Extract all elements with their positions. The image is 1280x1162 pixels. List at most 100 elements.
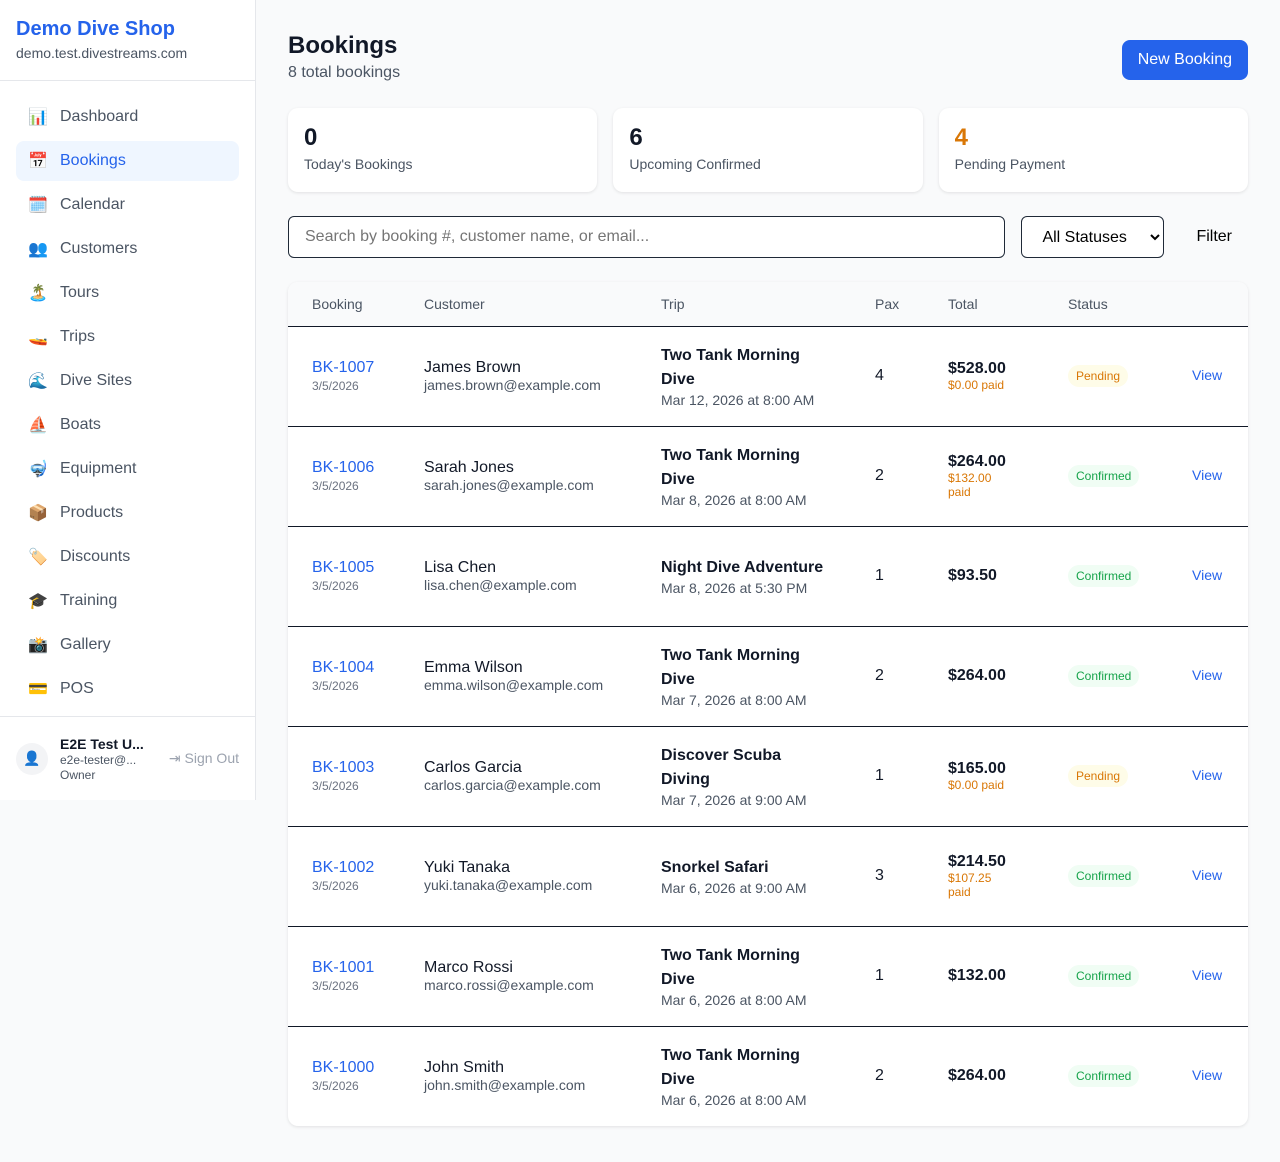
trip-date: Mar 6, 2026 at 9:00 AM <box>661 880 807 896</box>
sidebar-item-label: POS <box>60 680 94 697</box>
sidebar-item-equipment[interactable]: 🤿 Equipment <box>16 449 239 489</box>
customer-email: emma.wilson@example.com <box>424 677 604 693</box>
sidebar-item-dive-sites[interactable]: 🌊 Dive Sites <box>16 361 239 401</box>
user-role: Owner <box>60 767 96 782</box>
users-icon: 👥 <box>28 241 48 258</box>
search-input[interactable] <box>288 216 1006 258</box>
sidebar-item-boats[interactable]: ⛵ Boats <box>16 405 239 445</box>
bookings-table: Booking Customer Trip Pax Total Status BK-100… <box>288 282 1248 1126</box>
island-icon: 🏝️ <box>28 285 48 302</box>
user-avatar-icon: 👤 <box>16 742 48 775</box>
trip-name: Two Tank Morning Dive <box>661 947 800 988</box>
booking-date: 3/5/2026 <box>312 679 359 693</box>
pax: 2 <box>851 626 924 727</box>
booking-link[interactable]: BK-1007 <box>312 359 375 376</box>
sidebar-item-dashboard[interactable]: 📊 Dashboard <box>16 97 239 137</box>
total: $264.00 <box>948 667 1006 684</box>
booking-link[interactable]: BK-1003 <box>312 759 375 776</box>
customer-name: Sarah Jones <box>424 459 514 476</box>
speedboat-icon: 🚤 <box>28 329 48 346</box>
table-row: BK-1004 3/5/2026 Emma Wilson emma.wilson@e… <box>288 626 1248 727</box>
paid-amount: $107.25 paid <box>948 871 992 899</box>
customer-email: james.brown@example.com <box>424 377 601 393</box>
booking-link[interactable]: BK-1006 <box>312 459 375 476</box>
shop-name[interactable]: Demo Dive Shop <box>16 18 175 40</box>
booking-link[interactable]: BK-1005 <box>312 559 375 576</box>
view-link[interactable]: View <box>1192 1067 1223 1084</box>
customer-email: john.smith@example.com <box>424 1077 586 1094</box>
view-link[interactable]: View <box>1192 867 1223 883</box>
sidebar-item-training[interactable]: 🎓 Training <box>16 581 239 621</box>
status-badge: Confirmed <box>1068 465 1140 487</box>
trip-name: Two Tank Morning Dive <box>661 1047 800 1089</box>
sidebar-item-pos[interactable]: 💳 POS <box>16 669 239 709</box>
view-link[interactable]: View <box>1192 967 1223 983</box>
sidebar-item-products[interactable]: 📦 Products <box>16 493 239 533</box>
sidebar-item-gallery[interactable]: 📸 Gallery <box>16 625 239 665</box>
booking-link[interactable]: BK-1004 <box>312 659 375 676</box>
sidebar-item-bookings[interactable]: 📅 Bookings <box>16 141 239 181</box>
filter-button[interactable]: Filter <box>1180 228 1248 246</box>
stat-card: 0 Today's Bookings <box>288 108 598 192</box>
status-badge: Confirmed <box>1068 665 1140 687</box>
booking-link[interactable]: BK-1002 <box>312 859 375 876</box>
column-header: Customer <box>400 282 637 327</box>
pax: 3 <box>851 826 924 927</box>
view-link[interactable]: View <box>1192 567 1223 583</box>
customer-name: Marco Rossi <box>424 959 513 976</box>
sidebar-item-customers[interactable]: 👥 Customers <box>16 229 239 269</box>
view-link[interactable]: View <box>1192 767 1223 783</box>
sidebar-item-calendar[interactable]: 🗓️ Calendar <box>16 185 239 225</box>
sidebar-item-label: Dashboard <box>60 108 139 125</box>
booking-date: 3/5/2026 <box>312 479 359 493</box>
status-select[interactable]: All Statuses <box>1021 216 1165 258</box>
booking-date: 3/5/2026 <box>312 579 359 593</box>
customer-name: Emma Wilson <box>424 659 523 676</box>
view-link[interactable]: View <box>1192 467 1223 483</box>
table-row: BK-1000 3/5/2026 John Smith john.smith@exa… <box>288 1026 1248 1126</box>
column-header: Booking <box>288 282 400 327</box>
total: $132.00 <box>948 967 1006 984</box>
booking-date: 3/5/2026 <box>312 1079 359 1094</box>
trip-date: Mar 8, 2026 at 5:30 PM <box>661 580 808 596</box>
booking-link[interactable]: BK-1000 <box>312 1059 375 1077</box>
view-link[interactable]: View <box>1192 667 1223 683</box>
status-badge: Confirmed <box>1068 965 1140 987</box>
trip-name: Two Tank Morning Dive <box>661 647 800 688</box>
status-badge: Confirmed <box>1068 1065 1140 1088</box>
filters: All Statuses Filter <box>288 216 1248 258</box>
column-header: Trip <box>637 282 851 327</box>
diving-mask-icon: 🤿 <box>28 461 48 478</box>
trip-name: Discover Scuba Diving <box>661 747 782 788</box>
view-link[interactable]: View <box>1192 367 1223 383</box>
stat-value: 0 <box>304 124 318 151</box>
customer-email: marco.rossi@example.com <box>424 977 594 993</box>
customer-name: Lisa Chen <box>424 559 497 576</box>
stat-label: Pending Payment <box>954 156 1066 172</box>
stat-label: Today's Bookings <box>304 156 413 172</box>
user-email: e2e-tester@... <box>60 752 137 767</box>
trip-name: Night Dive Adventure <box>661 559 824 576</box>
sidebar-item-label: Calendar <box>60 196 125 213</box>
shop-domain: demo.test.divestreams.com <box>16 45 188 61</box>
sidebar-item-discounts[interactable]: 🏷️ Discounts <box>16 537 239 577</box>
new-booking-button[interactable]: New Booking <box>1121 40 1248 80</box>
user-panel: 👤 E2E Test U... e2e-tester@... Owner ⇥ S… <box>0 716 255 800</box>
customer-email: lisa.chen@example.com <box>424 577 577 593</box>
customer-name: James Brown <box>424 359 521 376</box>
sidebar-item-trips[interactable]: 🚤 Trips <box>16 317 239 357</box>
sign-out-button[interactable]: ⇥ Sign Out <box>169 750 239 767</box>
trip-date: Mar 6, 2026 at 8:00 AM <box>661 992 807 1008</box>
sidebar-item-label: Trips <box>60 328 95 345</box>
calendar-icon: 📅 <box>28 153 48 170</box>
pax: 2 <box>875 1067 884 1085</box>
paid-amount: $132.00 paid <box>948 471 992 499</box>
column-header <box>1168 282 1248 327</box>
camera-icon: 📸 <box>28 637 48 654</box>
trip-date: Mar 7, 2026 at 9:00 AM <box>661 792 807 808</box>
table-row: BK-1006 3/5/2026 Sarah Jones sarah.jones@e… <box>288 426 1248 527</box>
table-row: BK-1005 3/5/2026 Lisa Chen lisa.chen@examp… <box>288 526 1248 627</box>
sidebar-item-tours[interactable]: 🏝️ Tours <box>16 273 239 313</box>
sidebar-item-label: Customers <box>60 240 138 257</box>
booking-link[interactable]: BK-1001 <box>312 959 375 976</box>
